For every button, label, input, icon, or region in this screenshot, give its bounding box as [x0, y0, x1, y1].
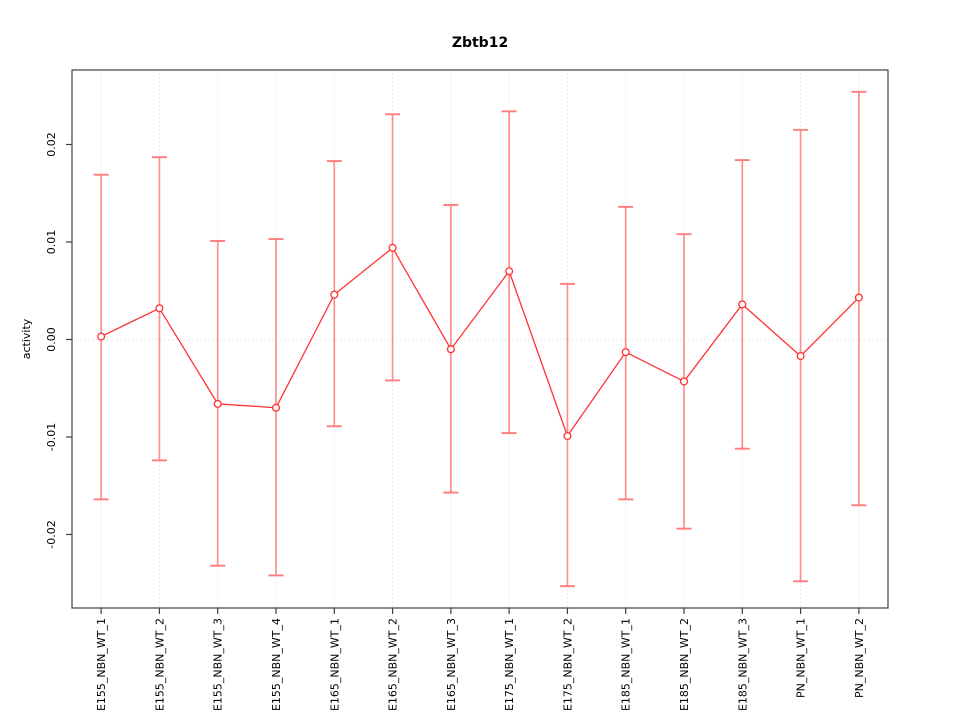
y-axis-label: activity — [20, 318, 33, 359]
data-point — [679, 377, 689, 386]
x-tick-label: E185_NBN_WT_3 — [736, 618, 749, 711]
x-tick-label: E175_NBN_WT_1 — [503, 618, 516, 711]
x-tick-label: E155_NBN_WT_4 — [270, 618, 283, 711]
series-line — [100, 246, 860, 438]
data-point — [213, 399, 222, 408]
data-point — [621, 348, 630, 357]
data-point — [155, 304, 164, 313]
y-tick-label: -0.02 — [45, 520, 58, 548]
x-tick-label: E165_NBN_WT_1 — [328, 618, 341, 711]
x-tick-label: E175_NBN_WT_2 — [561, 618, 574, 711]
data-point — [563, 431, 572, 441]
x-tick-label: E165_NBN_WT_2 — [387, 618, 400, 711]
data-point — [796, 352, 805, 361]
data-point — [330, 290, 339, 299]
data-point — [738, 300, 747, 309]
data-point — [97, 332, 106, 341]
x-tick-label: E165_NBN_WT_3 — [445, 618, 458, 711]
y-tick-label: -0.01 — [45, 423, 58, 451]
data-point — [505, 267, 514, 276]
chart-title: Zbtb12 — [452, 35, 508, 51]
x-tick-label: E185_NBN_WT_1 — [620, 618, 633, 711]
x-tick-label: E155_NBN_WT_1 — [95, 618, 108, 711]
x-tick-label: PN_NBN_WT_1 — [795, 618, 808, 698]
data-point — [854, 293, 863, 302]
x-tick-label: PN_NBN_WT_2 — [853, 618, 866, 698]
y-tick-label: 0.00 — [45, 327, 58, 352]
x-tick-label: E185_NBN_WT_2 — [678, 618, 691, 711]
data-point — [388, 243, 397, 252]
y-tick-label: 0.02 — [45, 132, 58, 157]
data-point — [271, 403, 281, 412]
x-tick-label: E155_NBN_WT_2 — [153, 618, 166, 711]
y-tick-label: 0.01 — [45, 230, 58, 255]
x-tick-label: E155_NBN_WT_3 — [212, 618, 225, 711]
data-point — [446, 345, 455, 354]
